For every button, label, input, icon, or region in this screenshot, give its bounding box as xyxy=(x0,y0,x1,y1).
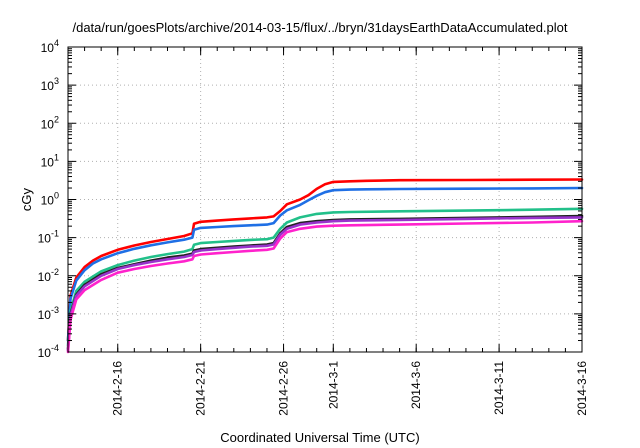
y-tick-label-base: 10 xyxy=(38,346,52,360)
grid-lines xyxy=(68,47,582,352)
y-tick-label-exponent: 3 xyxy=(54,76,59,86)
y-tick-label-base: 10 xyxy=(41,194,55,208)
y-tick-label: 10-2 xyxy=(38,267,59,284)
y-tick-label-exponent: -4 xyxy=(51,343,59,353)
chart-title: /data/run/goesPlots/archive/2014-03-15/f… xyxy=(72,20,568,35)
y-tick-label-exponent: 1 xyxy=(54,152,59,162)
x-axis-label: Coordinated Universal Time (UTC) xyxy=(220,430,420,445)
series-line-1 xyxy=(66,178,584,342)
series-line-4 xyxy=(66,214,584,351)
series-line-6 xyxy=(66,219,584,354)
x-tick-label: 2014-2-26 xyxy=(277,361,291,416)
y-tick-label-exponent: -3 xyxy=(51,305,59,315)
tick-marks xyxy=(68,46,583,353)
y-tick-label: 103 xyxy=(41,76,59,93)
x-tick-label: 2014-3-16 xyxy=(575,361,589,416)
y-tick-label-exponent: -1 xyxy=(51,229,59,239)
y-tick-label: 100 xyxy=(41,191,59,208)
y-axis-label: cGy xyxy=(19,187,34,211)
y-tick-label: 102 xyxy=(41,114,59,131)
y-tick-label: 101 xyxy=(41,152,59,169)
y-tick-label-base: 10 xyxy=(41,79,55,93)
x-tick-label: 2014-2-16 xyxy=(111,361,125,416)
y-tick-label: 10-4 xyxy=(38,343,59,360)
y-tick-label-base: 10 xyxy=(41,41,55,55)
x-tick-label: 2014-3-11 xyxy=(492,361,506,415)
x-tick-label: 2014-3-1 xyxy=(326,361,340,409)
y-tick-label-exponent: -2 xyxy=(51,267,59,277)
y-tick-label: 10-3 xyxy=(38,305,59,322)
y-tick-label-base: 10 xyxy=(38,232,52,246)
x-tick-label: 2014-2-21 xyxy=(194,361,208,416)
series-line-3 xyxy=(66,207,584,347)
y-tick-label: 10-1 xyxy=(38,229,59,246)
series-line-5 xyxy=(66,216,584,352)
y-tick-label-base: 10 xyxy=(41,155,55,169)
y-tick-label-base: 10 xyxy=(38,308,52,322)
y-tick-label-base: 10 xyxy=(41,117,55,131)
x-tick-labels: 2014-2-16 2014-2-21 2014-2-26 2014-3-1 2014-… xyxy=(111,361,589,416)
y-tick-label: 104 xyxy=(41,38,59,55)
series-lines xyxy=(66,178,584,354)
y-tick-label-base: 10 xyxy=(38,270,52,284)
y-tick-label-exponent: 0 xyxy=(54,191,59,201)
series-line-2 xyxy=(66,186,584,342)
y-tick-label-exponent: 4 xyxy=(54,38,59,48)
x-tick-label: 2014-3-6 xyxy=(409,361,423,409)
y-tick-label-exponent: 2 xyxy=(54,114,59,124)
